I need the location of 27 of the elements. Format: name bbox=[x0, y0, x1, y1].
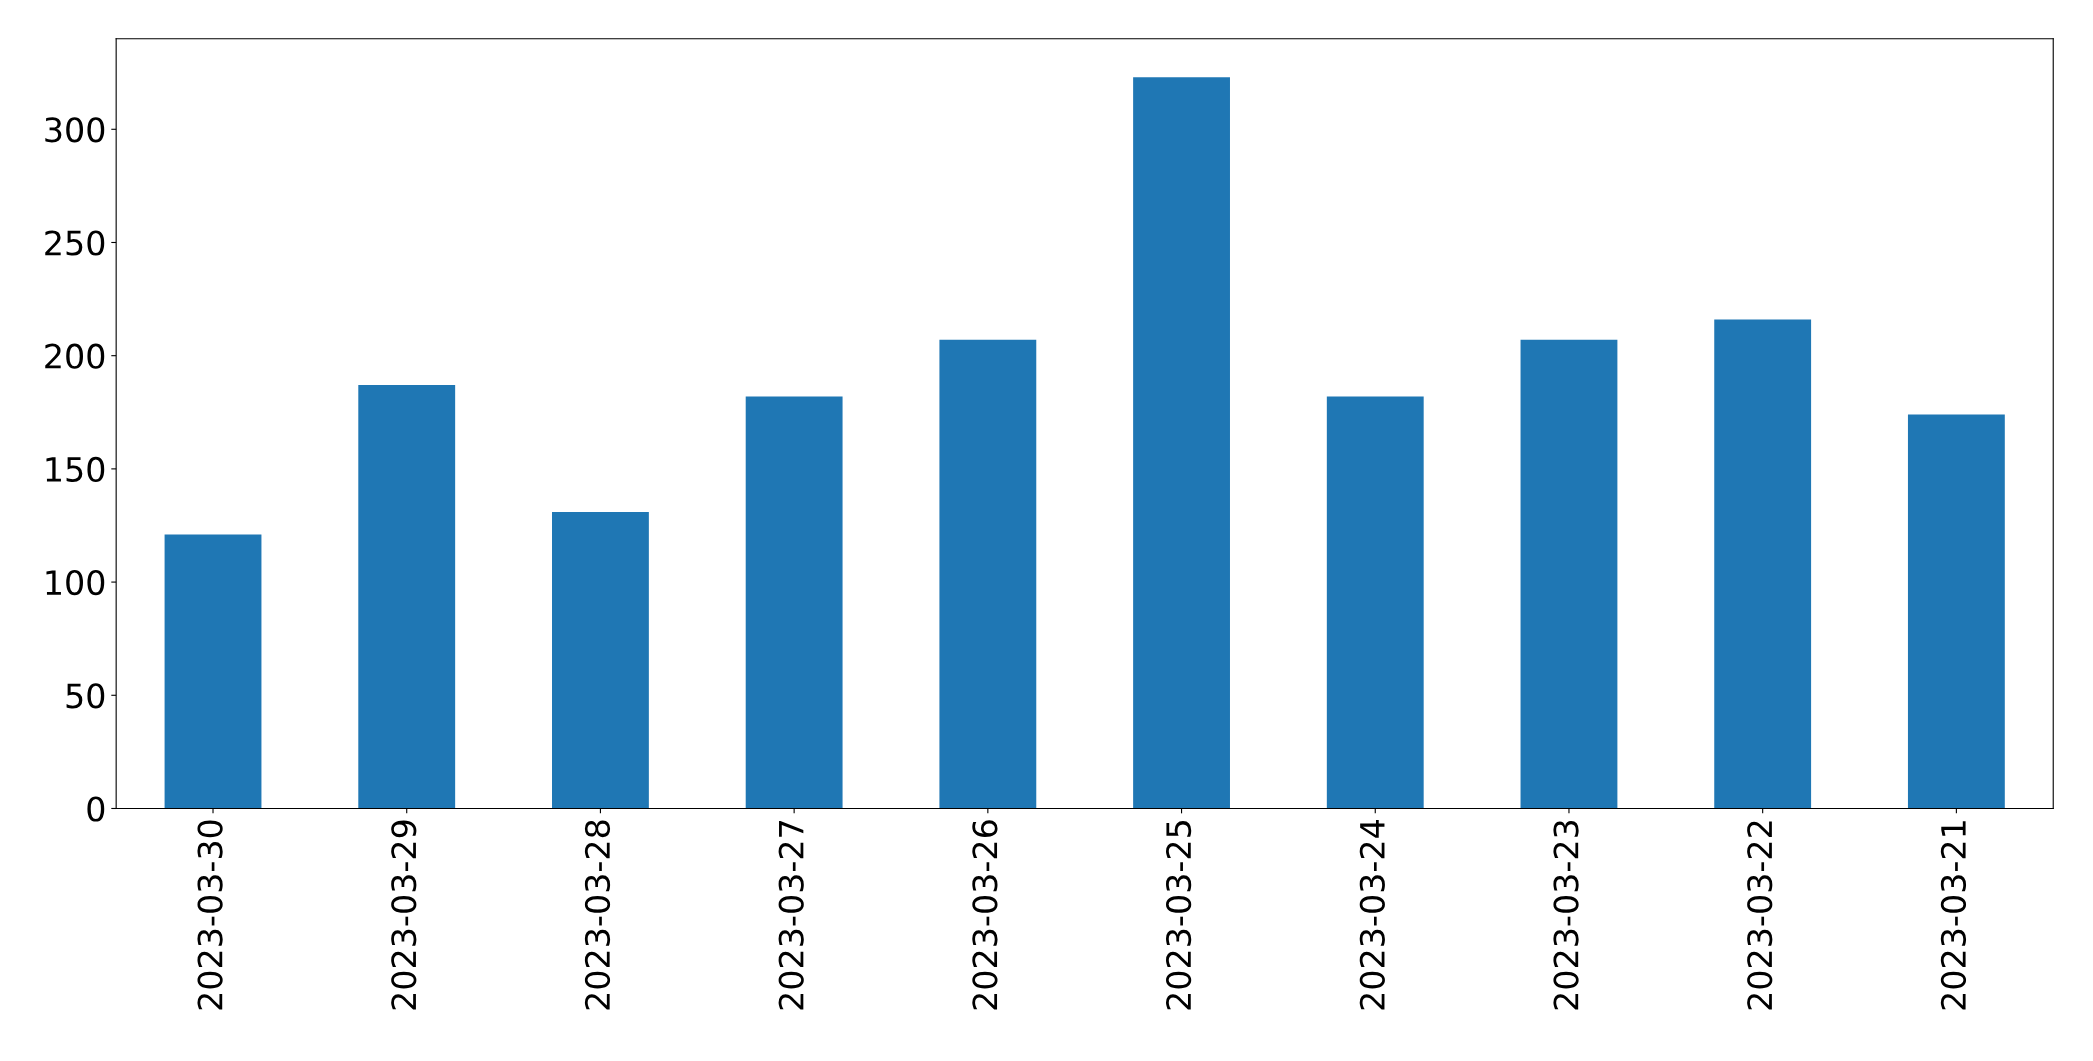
x-tick-label: 2023-03-23 bbox=[1553, 820, 1579, 1010]
bar bbox=[164, 534, 262, 809]
y-tick-label: 250 bbox=[45, 230, 105, 256]
bar bbox=[745, 396, 843, 809]
y-tick-label: 150 bbox=[46, 456, 105, 483]
bar bbox=[552, 511, 649, 809]
bar bbox=[1326, 396, 1424, 809]
bar bbox=[1714, 319, 1812, 809]
bar bbox=[1520, 339, 1618, 809]
x-tick-label: 2023-03-21 bbox=[1940, 821, 1967, 1010]
x-tick-label: 2023-03-22 bbox=[1747, 821, 1773, 1010]
y-tick-label: 0 bbox=[87, 796, 105, 822]
bar bbox=[358, 385, 456, 809]
bar bbox=[1907, 414, 2005, 809]
y-tick-label: 100 bbox=[46, 570, 105, 596]
y-tick-label: 200 bbox=[45, 343, 105, 369]
x-tick-label: 2023-03-30 bbox=[197, 820, 223, 1010]
y-tick-label: 300 bbox=[45, 117, 105, 143]
bar bbox=[1133, 77, 1230, 809]
x-tick-label: 2023-03-26 bbox=[972, 820, 998, 1010]
x-tick-label: 2023-03-24 bbox=[1359, 820, 1385, 1010]
bar bbox=[939, 339, 1037, 809]
x-tick-label: 2023-03-29 bbox=[391, 820, 417, 1010]
x-tick-label: 2023-03-28 bbox=[584, 820, 611, 1010]
x-tick-label: 2023-03-27 bbox=[778, 821, 804, 1010]
x-tick-label: 2023-03-25 bbox=[1166, 821, 1192, 1010]
y-tick-label: 50 bbox=[66, 683, 105, 709]
